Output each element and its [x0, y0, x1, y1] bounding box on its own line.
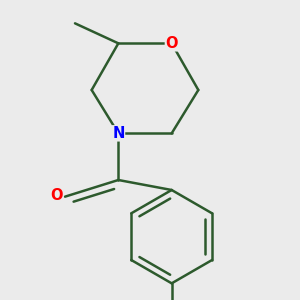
Text: O: O — [165, 36, 178, 51]
Text: N: N — [112, 126, 124, 141]
Text: O: O — [50, 188, 63, 202]
